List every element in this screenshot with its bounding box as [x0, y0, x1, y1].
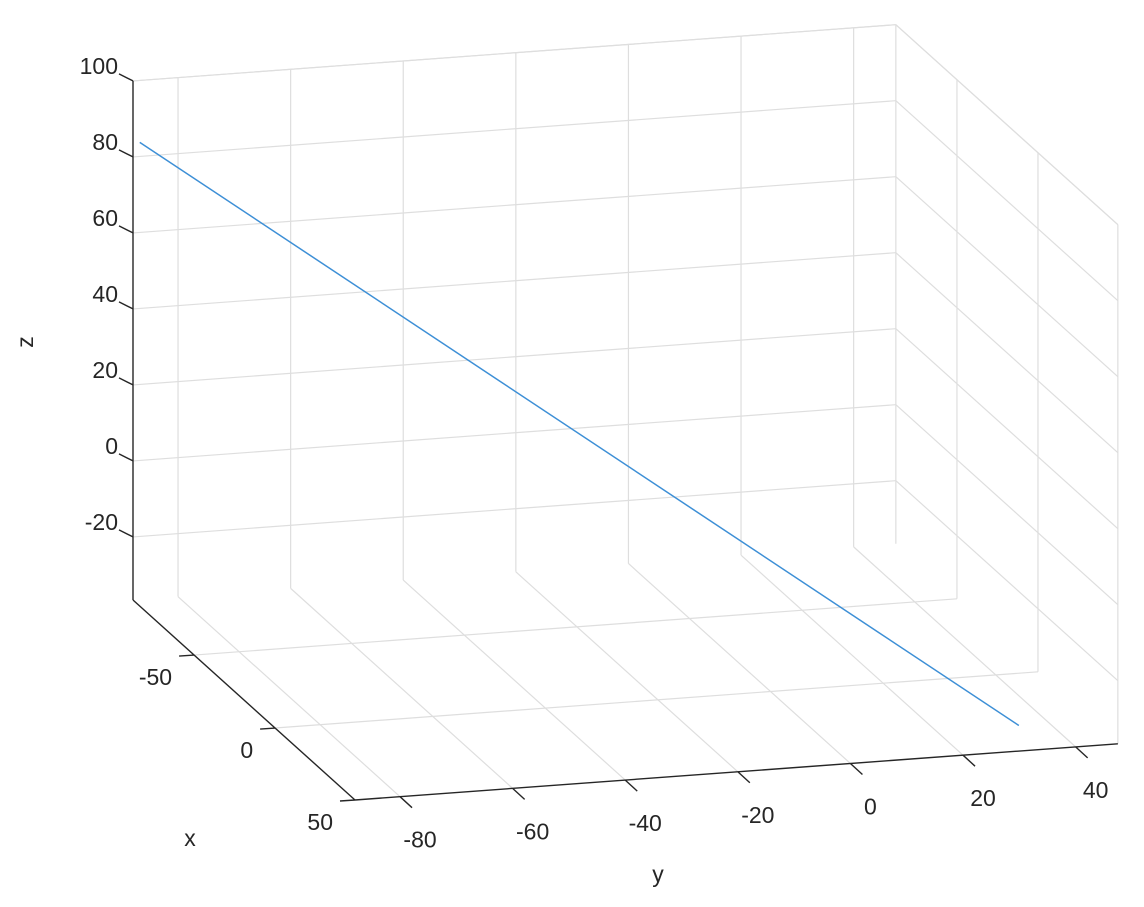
z-tick — [118, 301, 134, 310]
y-tick-label: 20 — [970, 785, 996, 811]
z-tick-label: 40 — [92, 281, 118, 307]
z-tick-label: 80 — [92, 129, 118, 155]
z-tick-label: -20 — [85, 509, 118, 535]
y-tick — [1075, 746, 1089, 759]
z-gridline — [132, 100, 896, 158]
y-gridline — [290, 587, 514, 789]
z-axis-label: z — [12, 336, 38, 348]
y-tick — [962, 754, 976, 767]
x-tick — [179, 654, 195, 657]
z-tick — [118, 529, 134, 538]
z-gridline — [895, 404, 1119, 606]
y-tick-label: 0 — [864, 793, 877, 819]
z-gridline — [132, 176, 896, 234]
y-tick — [512, 787, 526, 800]
x-tick-label: -50 — [139, 664, 172, 690]
z-tick — [118, 73, 134, 82]
z-tick — [118, 377, 134, 386]
y-tick-label: 40 — [1083, 777, 1109, 803]
z-gridline — [132, 404, 896, 462]
axes — [118, 73, 1118, 809]
z-gridline — [895, 328, 1119, 530]
y-gridline — [740, 554, 964, 756]
y-tick-label: -80 — [403, 827, 436, 853]
y-tick-label: -20 — [741, 802, 774, 828]
y-tick — [849, 762, 863, 775]
z-tick-label: 60 — [92, 205, 118, 231]
z-gridline — [132, 480, 896, 538]
x-gridline — [194, 598, 957, 656]
z-gridline — [895, 100, 1119, 302]
y-tick-label: -60 — [516, 818, 549, 844]
z-tick — [118, 225, 134, 234]
grid — [132, 24, 1119, 798]
series — [139, 141, 1020, 727]
y-gridline — [402, 579, 626, 781]
x-tick — [339, 799, 356, 802]
x-tick-label: 0 — [240, 737, 253, 763]
z-gridline — [895, 480, 1119, 682]
x-tick — [260, 727, 276, 730]
z-tick — [118, 149, 134, 158]
y-tick — [624, 779, 638, 792]
z-tick-label: 0 — [105, 433, 118, 459]
z-tick-label: 20 — [92, 357, 118, 383]
y-tick-label: -40 — [629, 810, 662, 836]
x-axis-label: x — [184, 825, 196, 851]
z-tick-label: 100 — [80, 53, 118, 79]
tick-labels: -20 0 20 40 60 80 100 -50 0 50 -80 -60 -40 -20 0 20 40 — [80, 53, 1109, 853]
box-edge — [895, 24, 1119, 226]
z-tick — [118, 453, 134, 462]
z-gridline — [132, 328, 896, 386]
y-gridline — [628, 563, 851, 764]
series-line — [139, 141, 1020, 727]
y-gridline — [515, 571, 739, 773]
y-axis — [354, 743, 1118, 801]
y-gridline — [853, 546, 1077, 748]
y-tick — [399, 796, 413, 809]
y-tick — [737, 771, 751, 784]
y-axis-label: y — [652, 861, 664, 887]
x-axis — [132, 599, 356, 801]
z-gridline — [132, 252, 896, 310]
box-edge — [132, 24, 896, 82]
z-gridline — [895, 176, 1119, 378]
y-gridline — [177, 596, 401, 798]
z-gridline — [895, 252, 1119, 454]
x-gridline — [275, 671, 1039, 729]
x-tick-label: 50 — [307, 809, 333, 835]
